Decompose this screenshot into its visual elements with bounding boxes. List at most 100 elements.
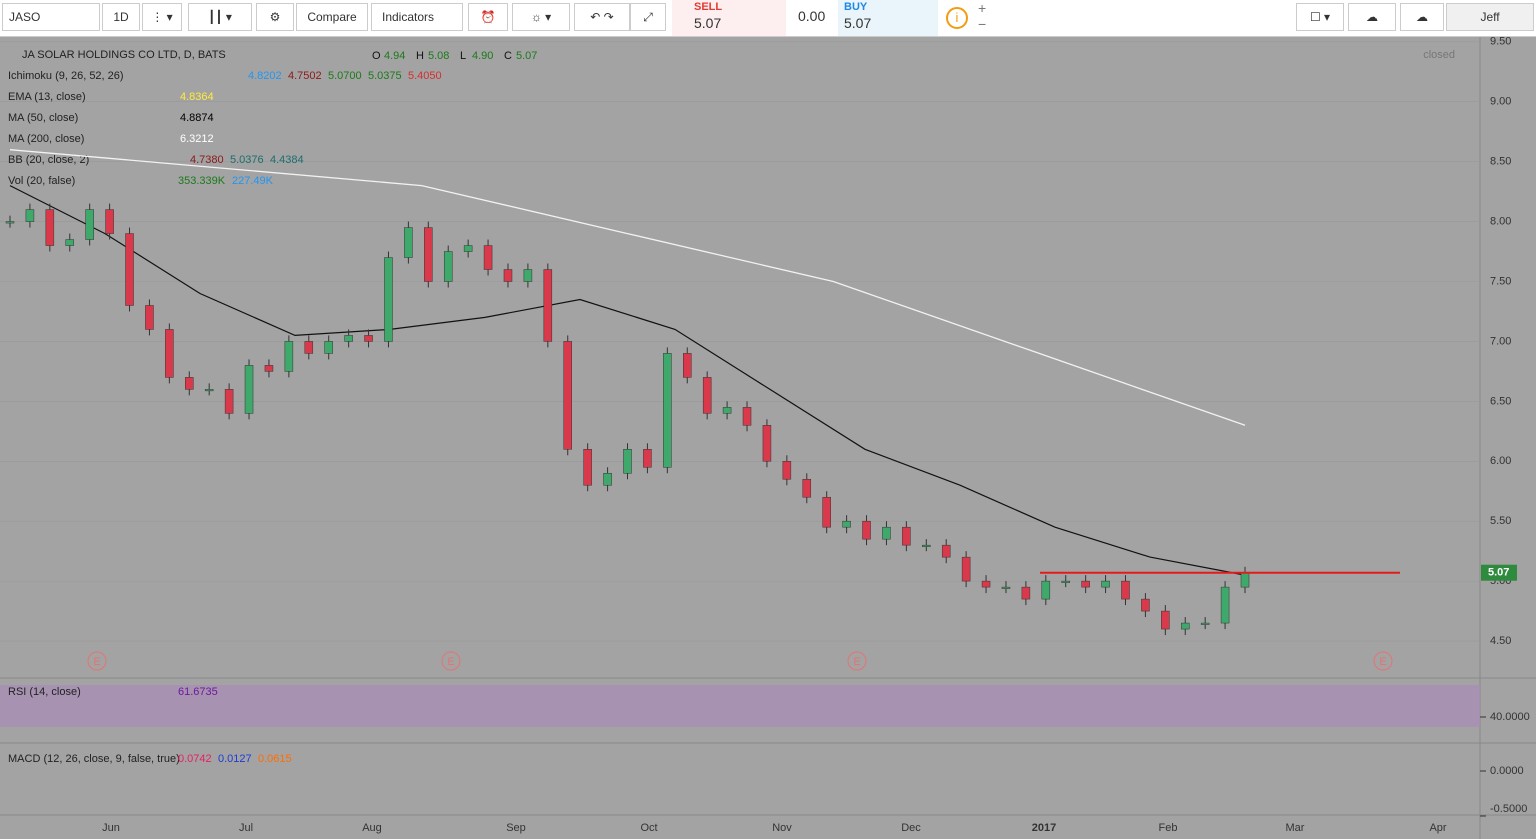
ma200-line	[9, 149, 1246, 426]
candle	[284, 341, 294, 372]
candle	[1001, 586, 1011, 589]
price-tick-label: 8.00	[1490, 215, 1511, 227]
price-tick-label: 8.50	[1490, 156, 1511, 168]
time-label: Mar	[1286, 822, 1305, 834]
candle	[862, 520, 871, 540]
chart-style[interactable]: ┃┃ ▾	[188, 3, 252, 31]
candle	[264, 365, 274, 372]
compare-button[interactable]: Compare	[296, 3, 368, 31]
candle	[125, 233, 134, 306]
indicator-name: MA (50, close)	[8, 112, 78, 124]
zoom-buttons[interactable]: + −	[978, 0, 987, 32]
candle	[523, 269, 533, 282]
indicator-name: Ichimoku (9, 26, 52, 26)	[8, 70, 124, 82]
load-cloud[interactable]: ☁	[1348, 3, 1396, 31]
menu[interactable]: ⋮ ▾	[142, 3, 182, 31]
candle	[1101, 580, 1110, 588]
info-icon[interactable]: i	[946, 7, 968, 29]
candle	[1141, 598, 1150, 612]
earnings-label: E	[447, 656, 454, 668]
candle	[722, 407, 732, 414]
macd-value: 0.0127	[218, 753, 252, 765]
price-tick-label: 7.00	[1490, 335, 1511, 347]
price-tick-label: 9.00	[1490, 96, 1511, 108]
indicator-value: 4.7380	[190, 154, 224, 166]
candle	[1021, 586, 1031, 600]
indicator-value: 4.8364	[180, 91, 214, 103]
indicator-value: 4.7502	[288, 70, 322, 82]
time-label: 2017	[1032, 822, 1056, 834]
candle	[105, 209, 114, 234]
sell-panel[interactable]: SELL 5.07	[672, 0, 786, 36]
replay[interactable]: ☼ ▾	[512, 3, 570, 31]
ohlc-value: 4.94	[384, 50, 405, 62]
rsi-tick-label: 40.0000	[1490, 711, 1530, 723]
ma50-line	[9, 185, 1246, 576]
indicator-value: 4.4384	[270, 154, 304, 166]
earnings-circle	[441, 651, 461, 671]
time-label: Sep	[506, 822, 526, 834]
candle	[543, 269, 553, 342]
chart-canvas: JA SOLAR HOLDINGS CO LTD, D, BATS closed…	[0, 37, 1536, 839]
earnings-label: E	[93, 656, 100, 668]
time-label: Aug	[362, 822, 382, 834]
ohlc-value: 5.07	[516, 50, 537, 62]
candle	[424, 227, 433, 282]
candle	[902, 526, 911, 546]
candle	[145, 305, 154, 330]
price-tick-label: 5.50	[1490, 515, 1511, 527]
sell-price: 5.07	[694, 15, 722, 31]
candle	[762, 425, 772, 462]
time-label: Jul	[239, 822, 253, 834]
indicators-button[interactable]: Indicators	[371, 3, 463, 31]
candle	[344, 335, 353, 342]
buy-panel[interactable]: BUY 5.07	[838, 0, 938, 36]
candle	[623, 449, 632, 474]
indicator-value: 5.0375	[368, 70, 402, 82]
time-label: Oct	[640, 822, 657, 834]
fullscreen[interactable]: ⤢	[630, 3, 666, 31]
candle	[643, 449, 652, 468]
color-picker[interactable]: ☐ ▾	[1296, 3, 1344, 31]
user-menu[interactable]: Jeff	[1446, 3, 1534, 31]
candle	[1180, 622, 1190, 630]
save-cloud[interactable]: ☁	[1400, 3, 1444, 31]
indicator-name: EMA (13, close)	[8, 91, 86, 103]
candle	[683, 353, 692, 378]
time-label: Feb	[1159, 822, 1178, 834]
indicator-value: 5.0376	[230, 154, 264, 166]
symbol-input[interactable]: JASO	[2, 3, 100, 31]
indicator-value: 227.49K	[232, 175, 274, 187]
earnings-label: E	[853, 656, 860, 668]
candle	[224, 389, 234, 414]
price-tick-label: 6.00	[1490, 455, 1511, 467]
macd-value: 0.0615	[258, 753, 292, 765]
ohlc-key: L	[460, 50, 466, 62]
candle	[185, 377, 194, 390]
price-tick-label: 7.50	[1490, 275, 1511, 287]
settings[interactable]: ⚙	[256, 3, 294, 31]
candle	[822, 496, 831, 528]
candle	[503, 269, 513, 282]
main-pane	[0, 37, 1480, 677]
undo-redo[interactable]: ↶ ↷	[574, 3, 630, 31]
candle	[802, 478, 812, 498]
rsi-name: RSI (14, close)	[8, 686, 81, 698]
candle	[443, 251, 453, 282]
earnings-circle	[847, 651, 867, 671]
time-label: Dec	[901, 822, 921, 834]
candle	[961, 556, 971, 582]
candle	[842, 520, 851, 528]
alert[interactable]: ⏰	[468, 3, 508, 31]
macd-value: 0.0742	[178, 753, 212, 765]
candle	[404, 227, 413, 258]
buy-price: 5.07	[844, 15, 872, 31]
buy-label: BUY	[844, 1, 868, 13]
candle	[165, 329, 174, 378]
candle	[65, 239, 75, 246]
price-tick-label: 4.50	[1490, 635, 1511, 647]
interval[interactable]: 1D	[102, 3, 140, 31]
candle	[922, 544, 931, 547]
ohlc-key: O	[372, 50, 381, 62]
